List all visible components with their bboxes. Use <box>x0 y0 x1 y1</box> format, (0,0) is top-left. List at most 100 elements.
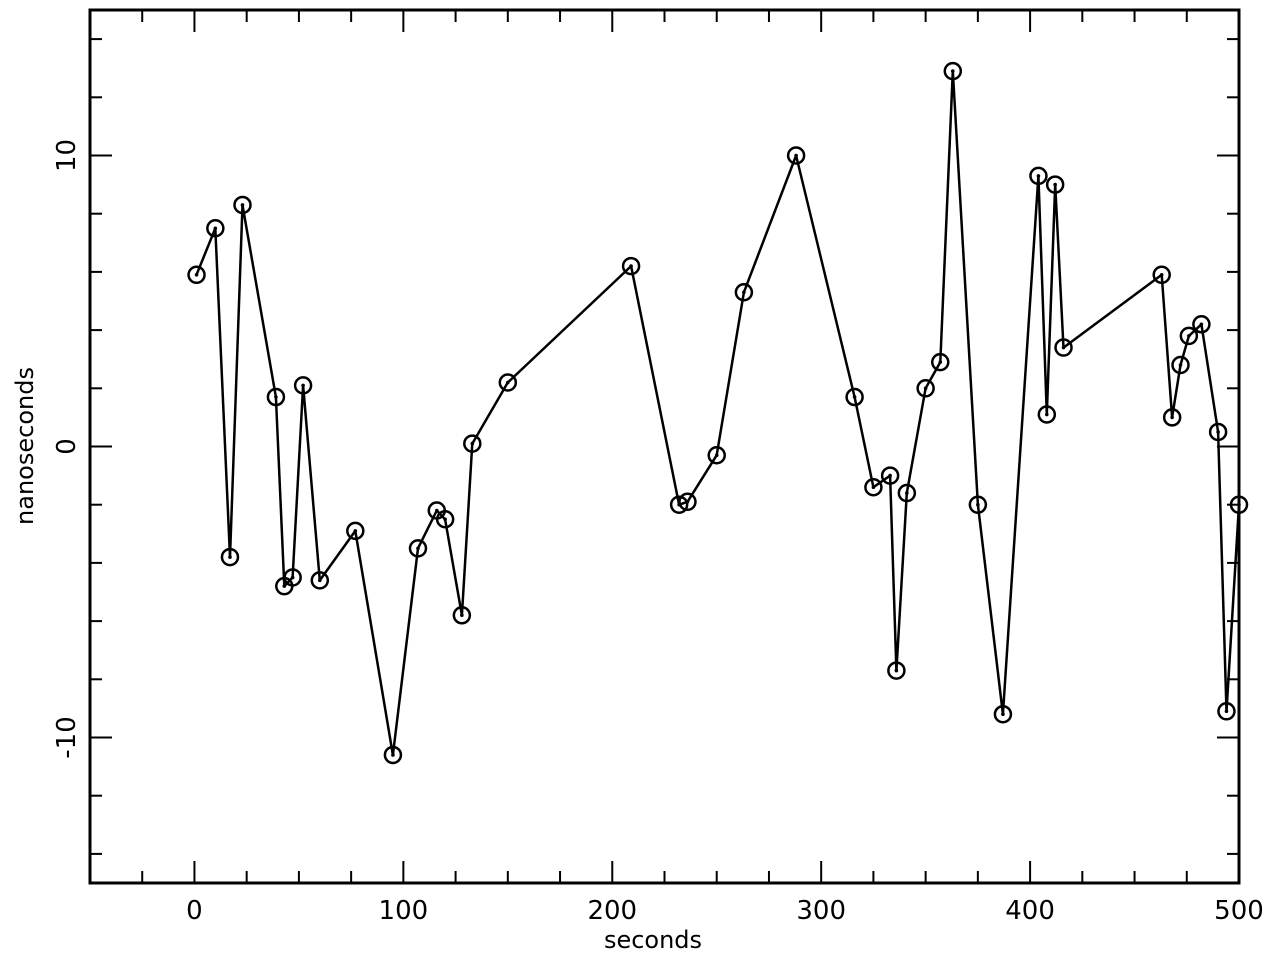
data-point-center <box>852 395 857 399</box>
data-point-center <box>976 502 980 507</box>
x-tick-label: 300 <box>796 896 846 926</box>
data-point-circle <box>707 445 726 465</box>
data-point <box>1171 355 1190 375</box>
data-point-circle <box>734 283 754 302</box>
data-point-circle <box>669 495 689 514</box>
data-point-circle <box>206 219 225 238</box>
data-point-center <box>714 453 719 458</box>
data-point-center <box>894 668 899 673</box>
data-point <box>435 510 455 529</box>
data-point-circle <box>1217 702 1236 721</box>
data-point-circle <box>1162 408 1182 427</box>
data-point <box>408 539 428 558</box>
data-point-center <box>1053 182 1057 187</box>
x-axis-label: seconds <box>604 926 702 954</box>
data-point <box>233 195 252 215</box>
data-point-center <box>443 517 447 522</box>
data-point-circle <box>916 379 935 398</box>
data-point-center <box>685 499 690 504</box>
data-point-center <box>391 753 395 757</box>
data-point-circle <box>931 352 950 372</box>
plot-frame <box>88 8 1241 885</box>
data-point <box>310 571 330 590</box>
data-point-center <box>742 290 746 295</box>
data-point-center <box>470 441 475 446</box>
data-point <box>206 219 225 238</box>
y-tick-label: -10 <box>52 716 82 758</box>
data-point <box>266 387 286 407</box>
data-point-center <box>1061 345 1066 350</box>
x-tick-label: 100 <box>379 896 429 926</box>
data-point-center <box>1036 174 1041 178</box>
data-point-circle <box>1054 338 1073 357</box>
data-point-circle <box>1152 265 1171 285</box>
data-point-center <box>629 264 633 268</box>
x-tick-label: 0 <box>186 896 203 926</box>
data-point-center <box>1001 712 1005 717</box>
data-point <box>220 547 240 567</box>
data-point-circle <box>887 661 906 680</box>
data-point <box>968 495 988 514</box>
data-point-center <box>290 575 295 580</box>
data-point-circle <box>943 61 963 81</box>
data-point <box>346 521 365 541</box>
data-point <box>1229 495 1249 514</box>
data-point <box>1029 166 1048 186</box>
data-point <box>1162 408 1182 427</box>
data-point-circle <box>1037 405 1057 424</box>
data-point-circle <box>220 547 240 567</box>
data-point <box>786 146 806 165</box>
data-point-center <box>416 546 420 551</box>
y-tick-label: 10 <box>52 139 82 172</box>
data-point <box>887 661 906 680</box>
x-tick-label: 400 <box>1005 896 1055 926</box>
data-point-circle <box>897 483 917 503</box>
data-point <box>383 745 403 765</box>
data-point-center <box>1199 322 1204 327</box>
data-point-center <box>888 473 892 478</box>
data-point <box>880 466 900 485</box>
series-line <box>195 69 1241 757</box>
data-point-center <box>353 529 358 533</box>
data-point <box>707 445 726 465</box>
data-point-center <box>794 153 798 158</box>
data-point-center <box>240 203 245 207</box>
data-point <box>897 483 917 503</box>
data-point-circle <box>786 146 806 165</box>
data-point-center <box>282 584 287 588</box>
data-point <box>993 704 1013 724</box>
data-point-circle <box>346 521 365 541</box>
data-point-center <box>938 360 943 364</box>
data-point-circle <box>1029 166 1048 186</box>
data-point-circle <box>1045 175 1065 194</box>
x-tick-label: 500 <box>1214 896 1264 926</box>
data-point <box>293 376 313 395</box>
data-point-center <box>950 69 955 73</box>
data-point-center <box>318 578 322 583</box>
y-axis-label: nanoseconds <box>11 367 39 525</box>
data-point-circle <box>408 539 428 558</box>
data-point-center <box>213 226 218 231</box>
data-point <box>1045 175 1065 194</box>
data-point-circle <box>864 477 883 497</box>
data-point <box>1054 338 1073 357</box>
data-point-circle <box>435 510 455 529</box>
data-point-center <box>434 508 439 513</box>
x-tick-label: 200 <box>587 896 637 926</box>
data-point-center <box>506 380 510 385</box>
data-point-center <box>1237 502 1241 507</box>
data-point-circle <box>498 373 518 392</box>
data-point-center <box>194 273 199 277</box>
data-point-center <box>460 613 464 618</box>
data-point-center <box>1187 334 1191 338</box>
data-point <box>283 568 302 587</box>
data-point-circle <box>283 568 302 587</box>
data-point-circle <box>1208 422 1228 442</box>
data-point <box>463 434 482 453</box>
data-point-circle <box>1179 326 1199 346</box>
data-point-circle <box>621 256 641 276</box>
data-point <box>943 61 963 81</box>
data-point <box>845 387 864 407</box>
data-point-circle <box>968 495 988 514</box>
